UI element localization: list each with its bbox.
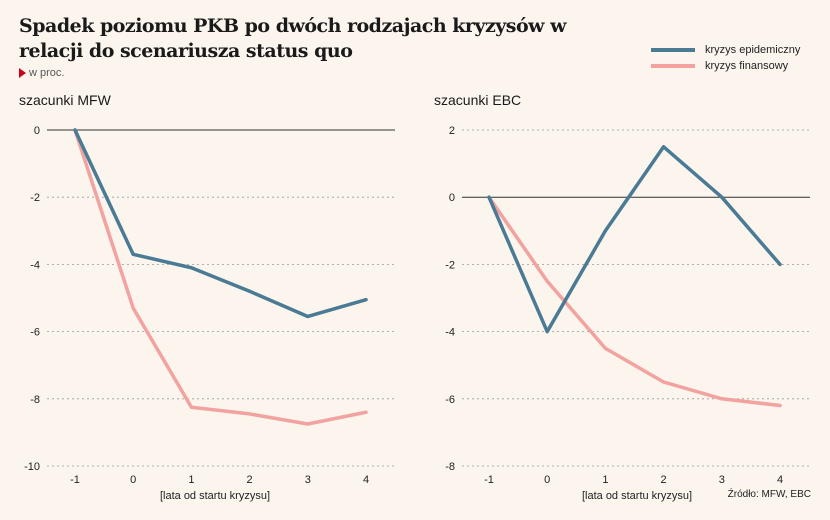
y-tick-label-1-5: -8 [445, 461, 455, 473]
data-point-1-epidemic-4 [720, 195, 724, 199]
series-line-0-financial [73, 128, 368, 426]
series-line-1-epidemic [487, 145, 782, 334]
legend: kryzys epidemiczny kryzys finansowy [651, 42, 800, 74]
data-point-0-financial-3 [248, 412, 252, 416]
panel-title-1: szacunki EBC [434, 92, 521, 108]
y-tick-label-0-2: -4 [30, 259, 40, 271]
x-tick-label-1-1: 0 [544, 474, 550, 486]
y-tick-label-0-1: -2 [30, 192, 40, 204]
legend-swatch-epidemic [651, 48, 695, 52]
data-point-1-financial-5 [778, 403, 782, 408]
data-point-1-epidemic-3 [662, 145, 666, 149]
y-tick-label-1-1: 0 [449, 192, 455, 204]
data-point-0-financial-4 [306, 422, 310, 426]
x-tick-label-0-2: 1 [188, 474, 194, 486]
data-point-0-epidemic-3 [248, 289, 252, 293]
legend-label-epidemic: kryzys epidemiczny [705, 44, 801, 56]
data-point-0-financial-1 [131, 306, 135, 310]
data-point-1-epidemic-5 [778, 262, 782, 266]
series-line-0-epidemic [73, 128, 368, 319]
y-tick-label-0-3: -6 [30, 327, 40, 339]
data-point-1-financial-4 [720, 397, 724, 401]
x-tick-label-1-5: 4 [777, 474, 783, 486]
y-tick-label-1-3: -4 [445, 327, 455, 339]
x-tick-label-0-3: 2 [247, 474, 253, 486]
data-point-1-epidemic-0 [487, 195, 491, 199]
data-point-0-epidemic-5 [364, 298, 368, 302]
y-tick-label-1-4: -6 [445, 394, 455, 406]
x-tick-label-1-3: 2 [661, 474, 667, 486]
y-tick-label-1-0: 2 [449, 125, 455, 137]
x-tick-label-0-4: 3 [305, 474, 311, 486]
x-tick-label-1-0: -1 [484, 474, 494, 486]
y-tick-label-1-2: -2 [445, 259, 455, 271]
data-point-1-financial-1 [545, 279, 549, 283]
legend-item-financial: kryzys finansowy [651, 58, 800, 74]
legend-swatch-financial [651, 64, 695, 68]
x-tick-label-1-2: 1 [602, 474, 608, 486]
y-tick-label-0-5: -10 [24, 461, 40, 473]
x-tick-label-0-5: 4 [363, 474, 369, 486]
data-point-1-epidemic-1 [545, 330, 549, 334]
legend-item-epidemic: kryzys epidemiczny [651, 42, 800, 58]
data-point-1-financial-2 [603, 346, 608, 350]
x-axis-title-0: [lata od startu kryzysu] [160, 490, 270, 502]
source-note: Źródło: MFW, EBC [727, 489, 811, 500]
unit-label: w proc. [19, 67, 64, 79]
chart-title: Spadek poziomu PKB po dwóch rodzajach kr… [19, 15, 567, 62]
x-axis-title-1: [lata od startu kryzysu] [582, 490, 692, 502]
data-point-0-epidemic-4 [306, 314, 310, 319]
unit-marker-icon [19, 68, 26, 78]
y-tick-label-0-4: -8 [30, 394, 40, 406]
data-point-0-financial-2 [189, 405, 193, 409]
data-point-0-epidemic-2 [189, 266, 193, 270]
series-line-1-financial [487, 195, 782, 408]
y-tick-label-0-0: 0 [34, 125, 40, 137]
panel-title-0: szacunki MFW [19, 92, 112, 108]
legend-label-financial: kryzys finansowy [705, 60, 789, 72]
x-tick-label-0-1: 0 [130, 474, 136, 486]
x-tick-label-0-0: -1 [70, 474, 80, 486]
data-point-1-financial-3 [662, 380, 666, 384]
data-point-1-epidemic-2 [603, 229, 608, 233]
data-point-0-epidemic-0 [73, 128, 77, 132]
unit-text: w proc. [29, 67, 65, 79]
data-point-0-financial-5 [364, 410, 368, 414]
x-tick-label-1-4: 3 [719, 474, 725, 486]
data-point-0-epidemic-1 [131, 252, 135, 256]
